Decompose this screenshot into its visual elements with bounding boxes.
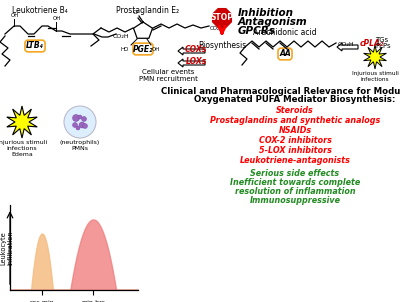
Text: LOXs: LOXs bbox=[186, 56, 207, 66]
Text: Leukotriene B₄: Leukotriene B₄ bbox=[12, 6, 68, 15]
Polygon shape bbox=[364, 45, 386, 69]
Circle shape bbox=[82, 124, 88, 128]
Polygon shape bbox=[7, 106, 37, 138]
FancyArrow shape bbox=[337, 43, 358, 51]
Text: resolution of inflammation: resolution of inflammation bbox=[235, 187, 355, 196]
Circle shape bbox=[79, 122, 85, 128]
Text: PGE₂: PGE₂ bbox=[133, 44, 153, 53]
Text: (neutrophils)
PMNs: (neutrophils) PMNs bbox=[60, 140, 100, 151]
Text: Prostaglandins and synthetic analogs: Prostaglandins and synthetic analogs bbox=[210, 116, 380, 125]
FancyBboxPatch shape bbox=[278, 48, 292, 60]
Circle shape bbox=[82, 117, 86, 121]
Text: Cellular events
PMN recruitment: Cellular events PMN recruitment bbox=[138, 69, 198, 82]
Circle shape bbox=[72, 123, 78, 127]
Text: STOP: STOP bbox=[210, 14, 234, 23]
Text: CO₂H: CO₂H bbox=[338, 43, 355, 47]
FancyBboxPatch shape bbox=[25, 40, 45, 52]
Text: Injurious stimuli
infections: Injurious stimuli infections bbox=[352, 71, 398, 82]
FancyArrow shape bbox=[178, 59, 205, 67]
Text: GPCRs: GPCRs bbox=[238, 26, 276, 36]
Text: Immunosuppressive: Immunosuppressive bbox=[250, 196, 340, 205]
Polygon shape bbox=[211, 7, 233, 29]
Text: O: O bbox=[132, 10, 138, 15]
Text: CO₂H: CO₂H bbox=[210, 25, 224, 31]
Text: cPLA₂: cPLA₂ bbox=[360, 40, 384, 49]
Text: OH: OH bbox=[152, 47, 160, 52]
Text: NSAIDs: NSAIDs bbox=[278, 126, 312, 135]
Circle shape bbox=[64, 106, 96, 138]
Text: Biosynthesis: Biosynthesis bbox=[198, 41, 246, 50]
Circle shape bbox=[78, 115, 82, 119]
Text: Leukotriene-antagonists: Leukotriene-antagonists bbox=[240, 156, 350, 165]
Text: HO: HO bbox=[121, 47, 129, 52]
Text: Injurious stimuli
infections
Edema: Injurious stimuli infections Edema bbox=[0, 140, 47, 157]
Text: Arachidonic acid: Arachidonic acid bbox=[253, 28, 317, 37]
Text: Oxygenated PUFA Mediator Biosynthesis:: Oxygenated PUFA Mediator Biosynthesis: bbox=[194, 95, 396, 104]
Text: Steroids: Steroids bbox=[276, 106, 314, 115]
Text: COX-2 inhibitors: COX-2 inhibitors bbox=[258, 136, 332, 145]
Text: Prostaglandin E₂: Prostaglandin E₂ bbox=[116, 6, 180, 15]
Text: Inhibition: Inhibition bbox=[238, 8, 294, 18]
FancyArrow shape bbox=[178, 47, 205, 55]
Y-axis label: Leukocyte
Infiltration: Leukocyte Infiltration bbox=[1, 230, 14, 265]
Text: PLPs: PLPs bbox=[375, 43, 391, 49]
Text: LTB₄: LTB₄ bbox=[26, 41, 44, 50]
Text: 5-LOX inhibitors: 5-LOX inhibitors bbox=[258, 146, 332, 155]
Circle shape bbox=[76, 126, 80, 130]
Text: Inefficient towards complete: Inefficient towards complete bbox=[230, 178, 360, 187]
Text: Antagonism: Antagonism bbox=[238, 17, 308, 27]
Text: COXs: COXs bbox=[185, 44, 207, 53]
Circle shape bbox=[72, 114, 80, 121]
FancyBboxPatch shape bbox=[133, 43, 153, 55]
Text: Clinical and Pharmacological Relevance for Modulating: Clinical and Pharmacological Relevance f… bbox=[161, 87, 400, 96]
Text: CO₂H: CO₂H bbox=[113, 34, 130, 38]
Text: TGs: TGs bbox=[375, 37, 388, 43]
Text: OH: OH bbox=[53, 16, 61, 21]
Text: AA: AA bbox=[279, 50, 291, 59]
Text: OH: OH bbox=[11, 13, 19, 18]
Text: Serious side effects: Serious side effects bbox=[250, 169, 340, 178]
